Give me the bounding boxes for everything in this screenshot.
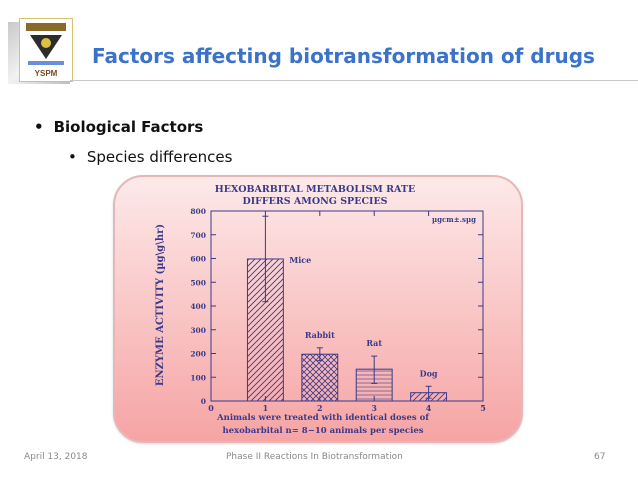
y-tick-label: 100: [190, 373, 206, 382]
y-tick-label: 500: [190, 278, 206, 287]
y-tick-label: 200: [190, 350, 206, 359]
institution-logo: YSPM: [19, 18, 73, 82]
bullet-text: Species differences: [86, 148, 233, 166]
chart-card: HEXOBARBITAL METABOLISM RATE DIFFERS AMO…: [113, 175, 523, 443]
footer-page-number: 67: [594, 452, 606, 462]
title-divider: [70, 80, 638, 81]
x-tick-label: 0: [208, 403, 214, 413]
x-axis-label-line-2: hexobarbital n= 8−10 animals per species: [222, 426, 423, 436]
x-tick-label: 1: [263, 403, 269, 413]
x-tick-label: 4: [426, 403, 432, 413]
bar-label-mice: Mice: [289, 255, 311, 265]
bullet-species-differences: • Species differences: [68, 148, 232, 166]
chart-annotation: µgcm±.sµg: [432, 215, 476, 224]
chart-title-line-1: HEXOBARBITAL METABOLISM RATE: [215, 184, 415, 195]
logo-text: YSPM: [35, 69, 58, 78]
bar-label-rat: Rat: [366, 338, 382, 348]
y-tick-label: 700: [190, 231, 206, 240]
slide-title: Factors affecting biotransformation of d…: [92, 44, 595, 68]
x-tick-label: 3: [371, 403, 377, 413]
bullet-marker: •: [68, 148, 77, 166]
bar-rabbit: [301, 353, 339, 402]
y-tick-label: 600: [190, 255, 206, 264]
y-axis-label: ENZYME ACTIVITY (µg\g\hr): [155, 224, 166, 386]
x-axis-label-line-1: Animals were treated with identical dose…: [216, 413, 430, 423]
footer-presentation-title: Phase II Reactions In Biotransformation: [226, 452, 403, 462]
x-tick-label: 5: [480, 403, 486, 413]
bullet-biological-factors: • Biological Factors: [34, 118, 203, 136]
chart-title-line-2: DIFFERS AMONG SPECIES: [242, 196, 387, 207]
x-tick-label: 2: [317, 403, 323, 413]
y-tick-label: 800: [190, 207, 206, 216]
y-tick-label: 300: [190, 326, 206, 335]
bar-label-rabbit: Rabbit: [305, 330, 335, 340]
footer-date: April 13, 2018: [24, 452, 88, 462]
y-tick-label: 400: [190, 302, 206, 311]
bullet-text: Biological Factors: [53, 118, 204, 136]
bar-chart: HEXOBARBITAL METABOLISM RATE DIFFERS AMO…: [155, 184, 486, 436]
bullet-marker: •: [34, 118, 44, 136]
y-tick-label: 0: [201, 397, 206, 406]
bar-label-dog: Dog: [420, 368, 438, 378]
